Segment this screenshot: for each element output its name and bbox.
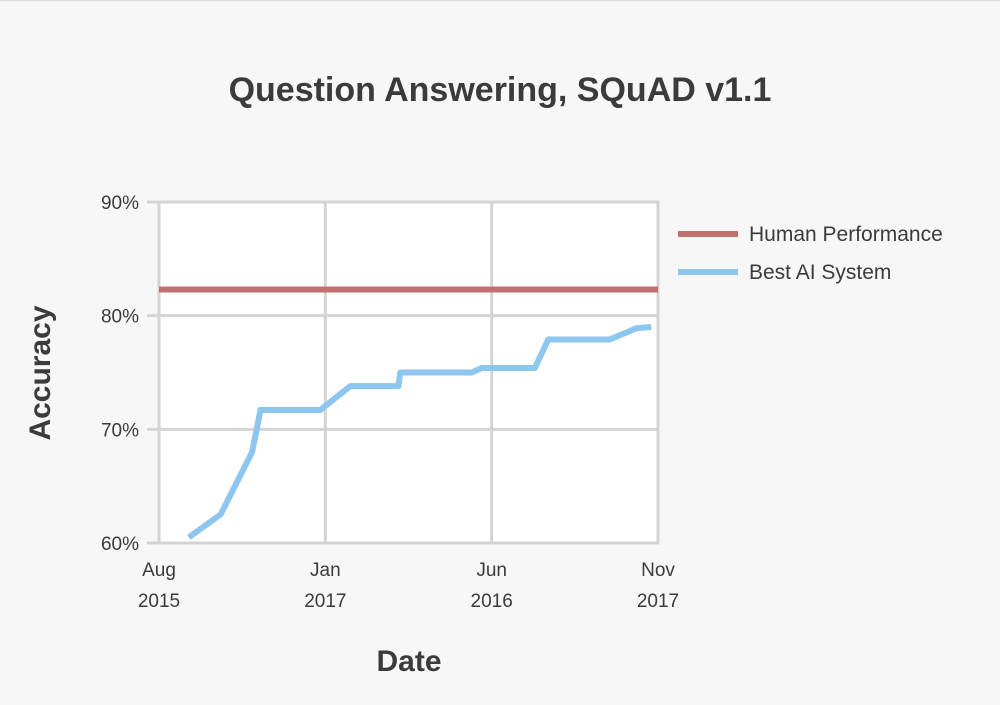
chart-title: Question Answering, SQuAD v1.1 [229,71,772,109]
x-axis: Aug 2015 Jan 2017 Jun 2016 Nov 2017 [138,560,679,612]
y-tick-label-2: 80% [101,307,139,328]
x-tick-label-year-3: 2017 [637,591,679,612]
x-tick-label-year-0: 2015 [138,591,180,612]
legend-label-best-ai-system: Best AI System [749,261,891,284]
series-line-best-ai-system [187,324,652,540]
legend-label-human-performance: Human Performance [749,223,943,246]
x-tick-label-month-3: Nov [641,560,675,581]
y-tick-label-1: 70% [101,420,139,441]
x-tick-label-year-2: 2016 [471,591,513,612]
y-tick-label-3: 90% [101,193,139,214]
x-tick-label-month-2: Jun [476,560,507,581]
y-axis: 60% 70% 80% 90% [101,193,159,555]
legend: Human Performance Best AI System [678,223,943,284]
y-axis-title: Accuracy [24,305,57,440]
x-tick-label-year-1: 2017 [304,591,346,612]
series-lines [159,286,658,540]
y-tick-label-0: 60% [101,534,139,555]
plot-border [157,200,660,545]
x-tick-label-month-0: Aug [142,560,176,581]
x-axis-title: Date [376,645,441,678]
x-tick-label-month-1: Jan [310,560,341,581]
